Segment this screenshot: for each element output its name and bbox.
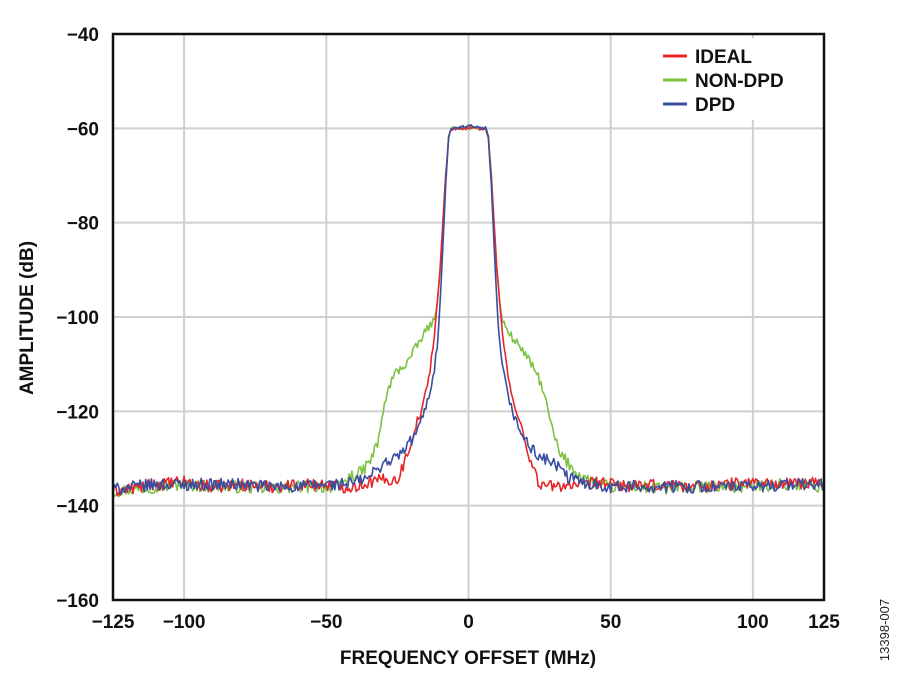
x-tick-label: −50 — [310, 612, 342, 633]
y-tick-label: −120 — [56, 402, 99, 423]
y-axis-label: AMPLITUDE (dB) — [17, 241, 38, 395]
y-tick-label: −140 — [56, 497, 99, 518]
figure-id: 13398-007 — [877, 599, 892, 661]
x-tick-label: 100 — [737, 612, 769, 633]
y-tick-label: −160 — [56, 591, 99, 612]
x-axis-ticks: −125 −100 −50 0 50 100 125 — [92, 612, 841, 633]
x-tick-label: −125 — [92, 612, 135, 633]
legend-label: DPD — [695, 95, 735, 116]
y-tick-label: −100 — [56, 308, 99, 329]
legend-label: IDEAL — [695, 47, 752, 68]
x-axis-label: FREQUENCY OFFSET (MHz) — [340, 648, 596, 669]
x-tick-label: 0 — [463, 612, 474, 633]
legend-label: NON-DPD — [695, 71, 784, 92]
x-tick-label: 125 — [808, 612, 840, 633]
y-tick-label: −80 — [67, 214, 99, 235]
y-tick-label: −60 — [67, 119, 99, 140]
y-axis-ticks: −40 −60 −80 −100 −120 −140 −160 — [56, 25, 99, 612]
plot-frame — [111, 32, 826, 602]
series-line-dpd — [112, 124, 825, 495]
series-lines — [112, 124, 825, 498]
x-tick-label: −100 — [163, 612, 206, 633]
legend: IDEAL NON-DPD DPD — [652, 38, 820, 120]
y-tick-label: −40 — [67, 25, 99, 46]
x-tick-label: 50 — [600, 612, 621, 633]
